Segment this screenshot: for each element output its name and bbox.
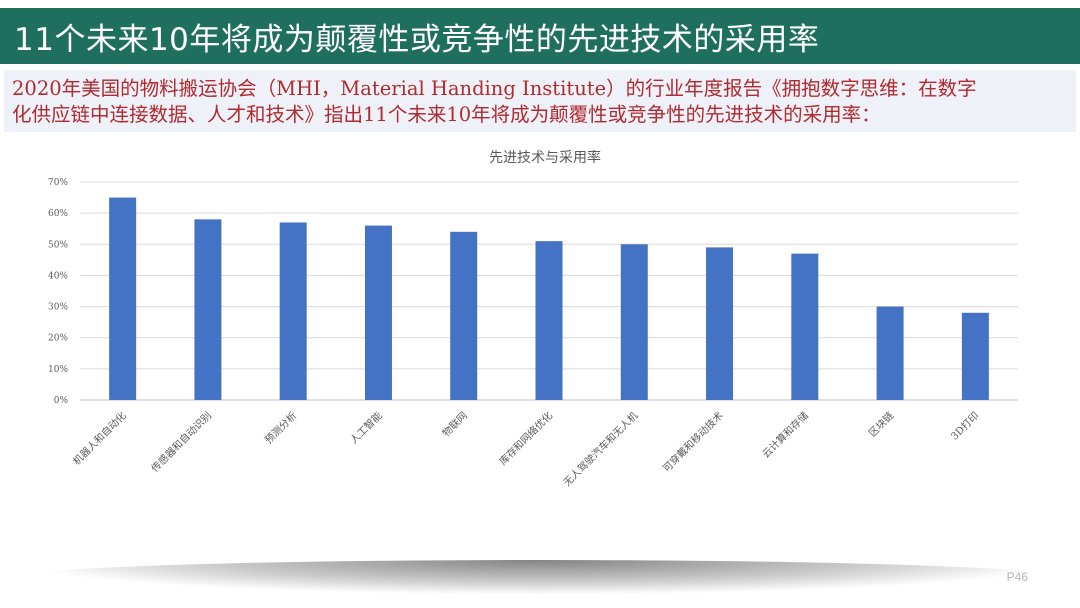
x-axis-ticks: 机器人和自动化 传感器和自动识别 预测分析 人工智能 物联网 库存和网络优化 无人驾驶汽车和… bbox=[70, 409, 981, 489]
x-tick-label: 可穿戴和移动技术 bbox=[660, 409, 726, 475]
bar bbox=[450, 231, 478, 400]
y-tick-label: 50% bbox=[48, 240, 68, 250]
x-tick-label: 传感器和自动识别 bbox=[148, 409, 214, 475]
y-tick-label: 70% bbox=[48, 178, 68, 188]
y-tick-label: 0% bbox=[54, 396, 69, 406]
x-tick-label: 人工智能 bbox=[347, 409, 384, 446]
y-tick-label: 10% bbox=[48, 365, 68, 375]
x-tick-label: 物联网 bbox=[439, 409, 469, 439]
intro-line-2: 化供应链中连接数据、人才和技术》指出11个未来10年将成为颠覆性或竞争性的先进技… bbox=[12, 103, 881, 126]
page-number: P46 bbox=[1006, 570, 1028, 584]
x-tick-label: 3D打印 bbox=[948, 409, 982, 443]
bar bbox=[364, 225, 392, 400]
y-tick-label: 60% bbox=[48, 209, 68, 219]
bar bbox=[279, 222, 307, 400]
bar-chart: 先进技术与采用率 0% 10% 20% 30% 40% 50% 60% 70% 机器人和自动化… bbox=[48, 149, 1018, 489]
x-tick-label: 云计算和存储 bbox=[759, 409, 811, 461]
bar bbox=[961, 312, 989, 400]
x-tick-label: 区块链 bbox=[866, 409, 896, 439]
bar bbox=[194, 219, 222, 400]
chart-title: 先进技术与采用率 bbox=[489, 149, 601, 166]
decorative-shadow bbox=[20, 560, 1060, 594]
x-tick-label: 库存和网络优化 bbox=[496, 409, 555, 468]
bar bbox=[791, 253, 819, 400]
y-tick-label: 30% bbox=[48, 303, 68, 313]
bar bbox=[620, 244, 648, 400]
y-tick-label: 20% bbox=[48, 334, 68, 344]
x-tick-label: 机器人和自动化 bbox=[70, 409, 129, 468]
intro-text-box: 2020年美国的物料搬运协会（MHI，Material Handing Inst… bbox=[4, 70, 1076, 132]
x-tick-label: 预测分析 bbox=[262, 409, 299, 446]
intro-line-1: 2020年美国的物料搬运协会（MHI，Material Handing Inst… bbox=[12, 77, 977, 100]
bar bbox=[876, 306, 904, 400]
bar bbox=[706, 247, 734, 400]
y-tick-label: 40% bbox=[48, 271, 68, 281]
bars bbox=[109, 197, 989, 400]
x-tick-label: 无人驾驶汽车和无人机 bbox=[560, 409, 640, 489]
bar bbox=[109, 197, 137, 400]
y-axis-ticks: 0% 10% 20% 30% 40% 50% 60% 70% bbox=[48, 178, 68, 406]
slide-title: 11个未来10年将成为颠覆性或竞争性的先进技术的采用率 bbox=[0, 8, 1080, 64]
bar bbox=[535, 241, 563, 400]
